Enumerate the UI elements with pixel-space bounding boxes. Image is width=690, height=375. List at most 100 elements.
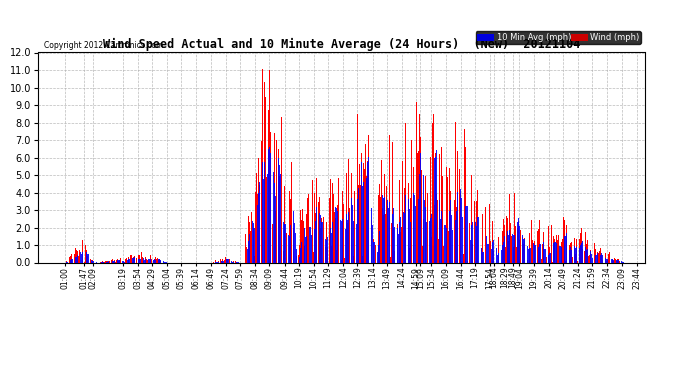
Bar <box>142 257 144 262</box>
Bar <box>138 255 139 262</box>
Bar <box>274 133 275 262</box>
Bar <box>313 252 314 262</box>
Bar <box>453 211 454 262</box>
Bar <box>434 205 435 262</box>
Bar <box>576 239 577 262</box>
Bar <box>459 152 460 262</box>
Bar <box>595 249 596 262</box>
Bar <box>262 69 263 262</box>
Bar <box>145 257 146 262</box>
Bar <box>615 259 616 262</box>
Bar <box>438 239 440 262</box>
Bar <box>265 97 266 262</box>
Bar <box>130 257 132 262</box>
Bar <box>250 182 251 262</box>
Bar <box>220 259 221 262</box>
Bar <box>146 256 148 262</box>
Bar <box>227 259 228 262</box>
Bar <box>416 102 417 262</box>
Bar <box>245 234 246 262</box>
Bar <box>442 256 444 262</box>
Bar <box>290 162 292 262</box>
Bar <box>467 261 468 262</box>
Bar <box>315 213 316 262</box>
Bar <box>464 129 465 262</box>
Bar <box>115 260 117 262</box>
Bar <box>106 261 107 262</box>
Bar <box>233 261 234 262</box>
Bar <box>469 224 471 262</box>
Bar <box>367 161 368 262</box>
Bar <box>222 259 223 262</box>
Bar <box>421 170 422 262</box>
Bar <box>509 194 510 262</box>
Bar <box>472 244 473 262</box>
Bar <box>593 251 594 262</box>
Bar <box>606 261 607 262</box>
Bar <box>492 221 493 262</box>
Bar <box>465 147 466 262</box>
Bar <box>406 178 407 262</box>
Bar <box>507 218 508 262</box>
Bar <box>102 261 103 262</box>
Bar <box>426 193 428 262</box>
Bar <box>586 244 587 262</box>
Bar <box>493 251 494 262</box>
Bar <box>597 252 598 262</box>
Bar <box>92 260 93 262</box>
Bar <box>605 254 606 262</box>
Bar <box>607 260 608 262</box>
Bar <box>557 240 558 262</box>
Bar <box>158 260 159 262</box>
Bar <box>368 135 369 262</box>
Bar <box>430 157 431 262</box>
Bar <box>402 161 403 262</box>
Bar <box>358 185 359 262</box>
Bar <box>255 187 257 262</box>
Bar <box>264 82 265 262</box>
Bar <box>235 261 236 262</box>
Bar <box>420 136 421 262</box>
Bar <box>519 240 520 262</box>
Bar <box>384 174 385 262</box>
Bar <box>254 256 255 262</box>
Bar <box>516 248 518 262</box>
Bar <box>537 258 538 262</box>
Bar <box>323 217 324 262</box>
Bar <box>350 164 351 262</box>
Bar <box>279 176 280 262</box>
Bar <box>364 159 366 262</box>
Bar <box>531 242 533 262</box>
Bar <box>360 185 362 262</box>
Bar <box>70 256 71 262</box>
Bar <box>446 167 447 262</box>
Bar <box>214 261 215 262</box>
Bar <box>289 190 290 262</box>
Bar <box>515 192 516 262</box>
Bar <box>348 208 350 262</box>
Bar <box>601 255 602 262</box>
Bar <box>508 241 509 262</box>
Bar <box>432 123 433 262</box>
Bar <box>342 191 343 262</box>
Bar <box>317 225 319 262</box>
Bar <box>484 206 485 262</box>
Bar <box>272 83 273 262</box>
Bar <box>400 232 401 262</box>
Bar <box>379 183 380 262</box>
Bar <box>160 261 161 262</box>
Bar <box>399 180 400 262</box>
Bar <box>563 217 564 262</box>
Bar <box>300 210 301 262</box>
Bar <box>584 251 585 262</box>
Bar <box>397 224 398 262</box>
Bar <box>83 252 84 262</box>
Bar <box>529 232 530 262</box>
Bar <box>249 222 250 262</box>
Bar <box>575 254 576 262</box>
Bar <box>120 258 121 262</box>
Bar <box>503 219 504 262</box>
Bar <box>117 259 118 262</box>
Bar <box>226 259 227 262</box>
Bar <box>284 186 285 262</box>
